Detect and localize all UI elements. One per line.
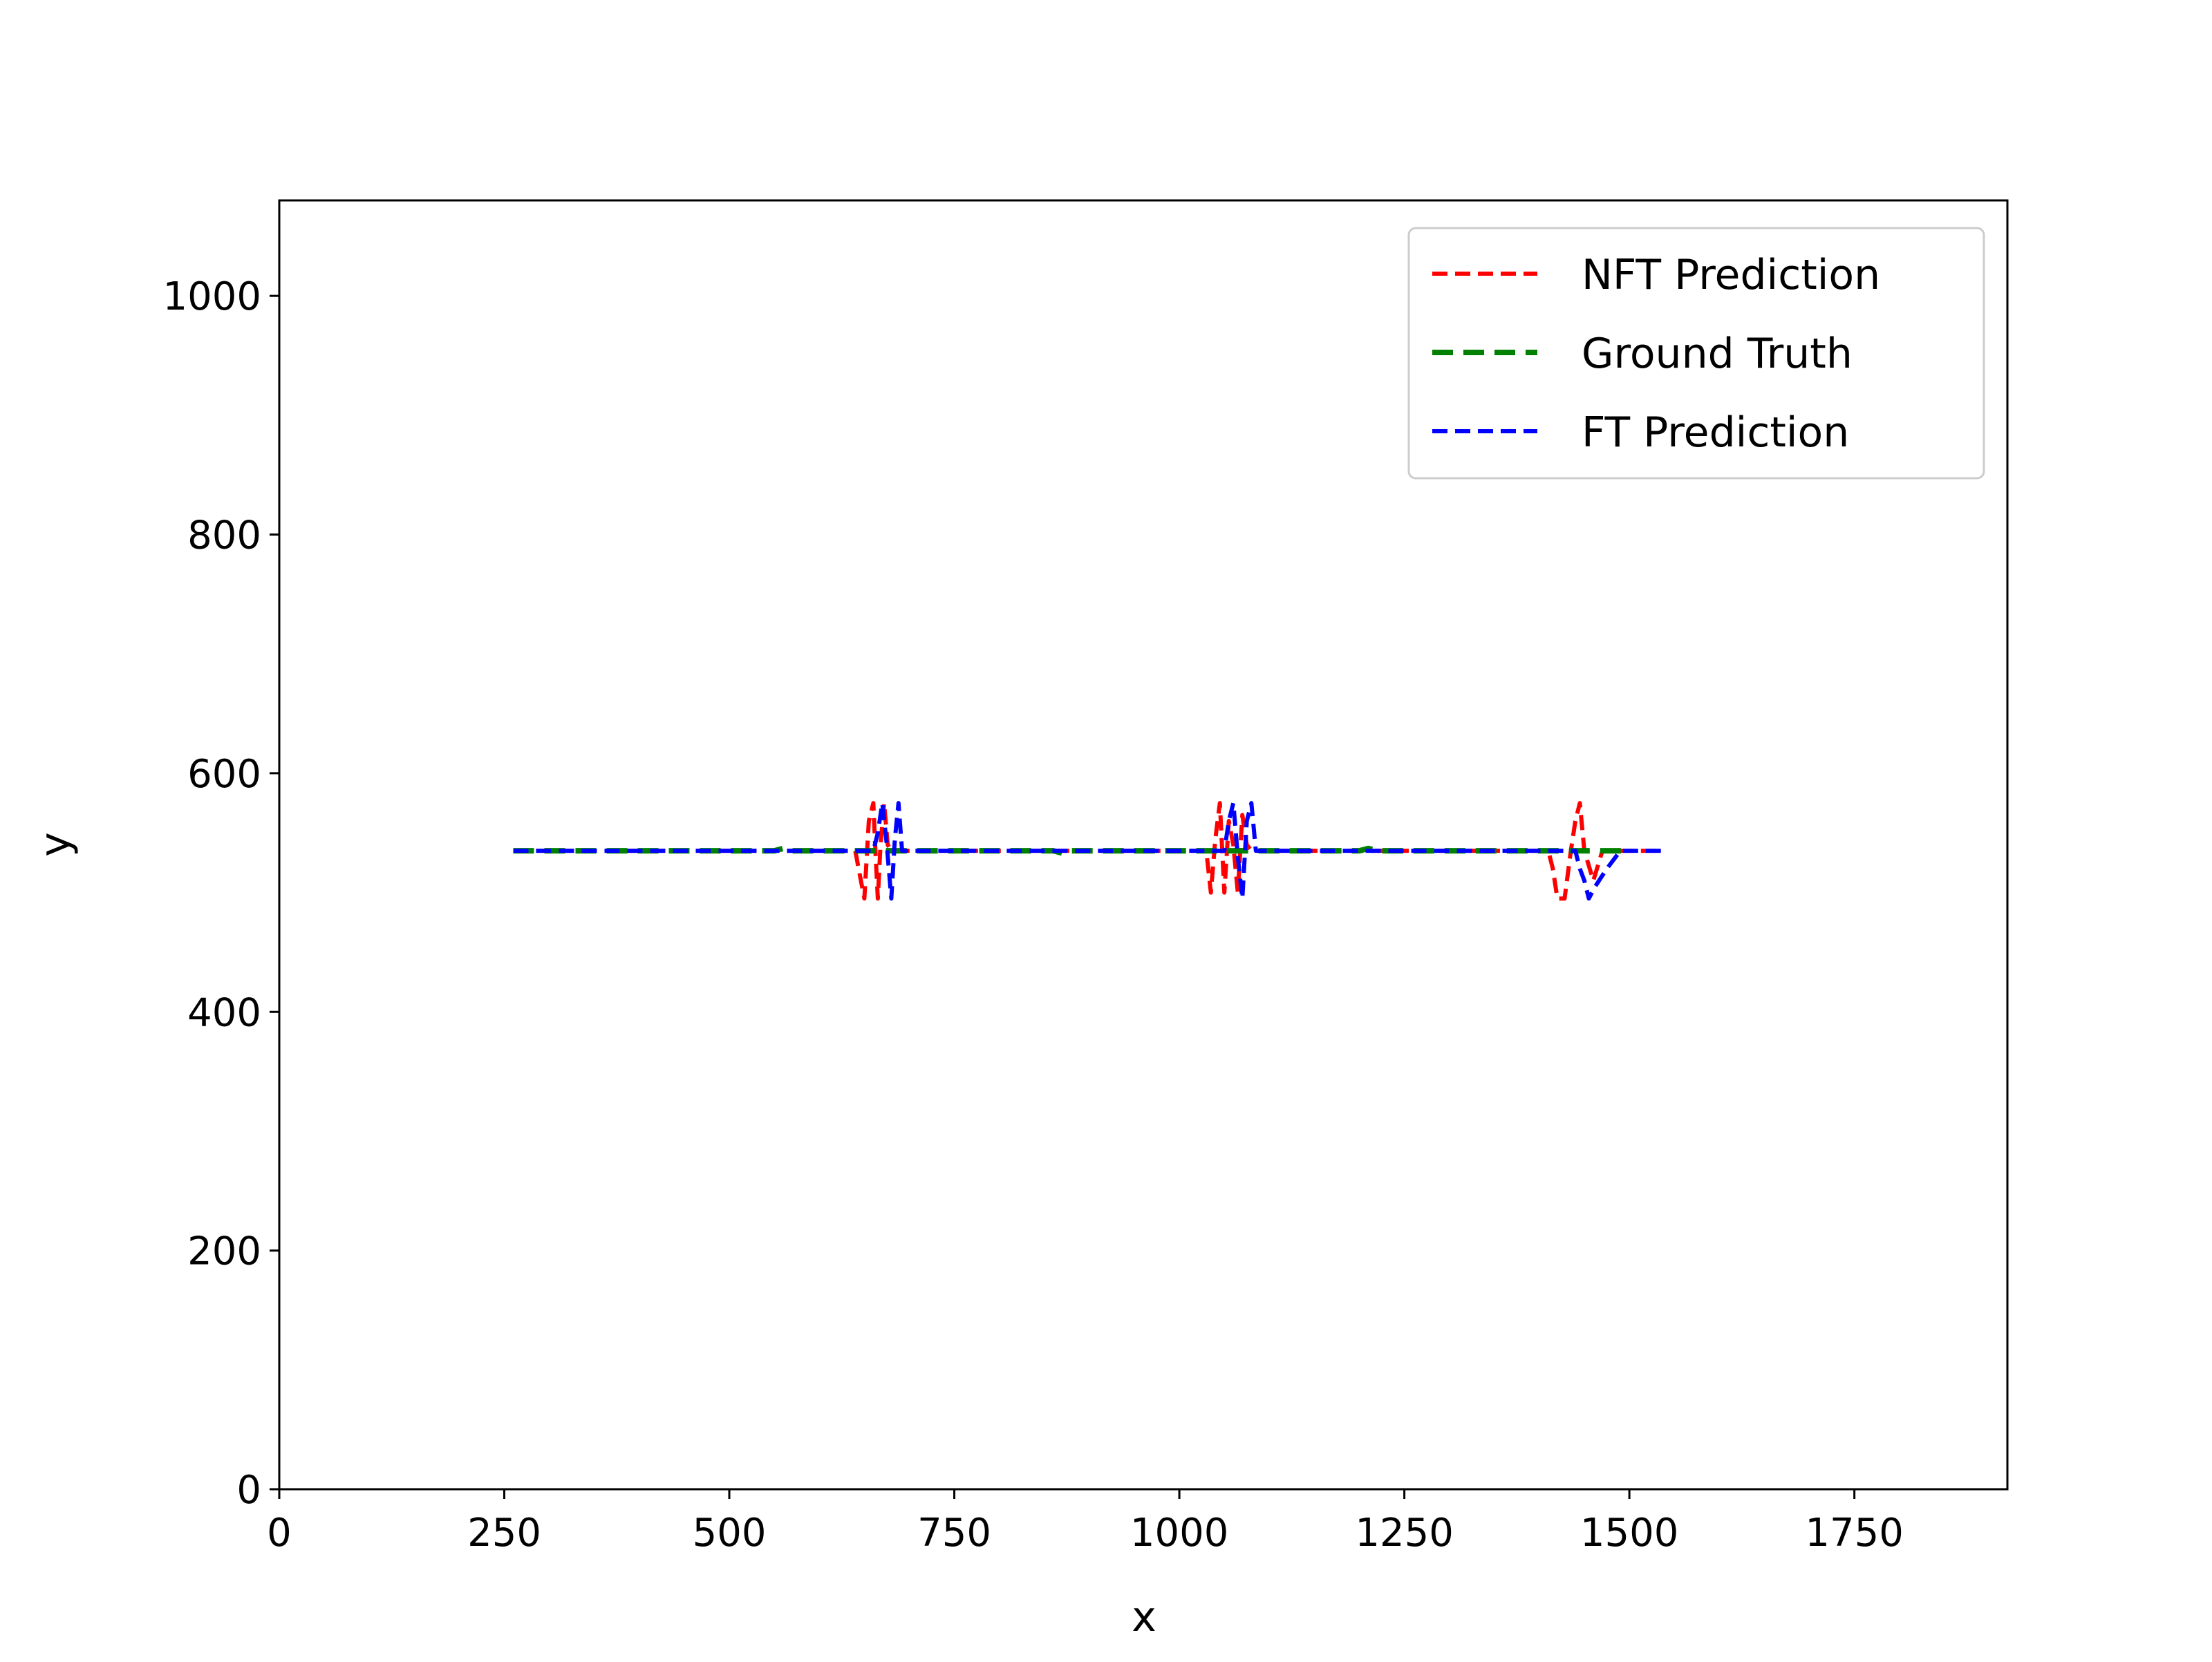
legend-label: NFT Prediction [1582,251,1880,299]
legend-label: Ground Truth [1582,330,1853,378]
x-tick-label: 1500 [1580,1511,1679,1556]
x-tick-label: 250 [467,1511,541,1556]
y-axis-label: y [31,832,79,857]
plot-frame [278,199,2009,1491]
y-tick-label: 1000 [162,274,261,319]
x-tick-label: 1250 [1355,1511,1454,1556]
axes: 0 250 500 750 1000 1250 1500 1750 0 200 400 600 800 1… [162,199,2009,1556]
series-line-ft-prediction [513,801,1661,901]
y-tick-label: 0 [236,1468,261,1513]
x-tick-label: 0 [267,1511,292,1556]
series-group [513,801,1661,901]
x-tick-label: 750 [917,1511,991,1556]
x-tick-label: 1000 [1130,1511,1229,1556]
y-tick-label: 400 [187,990,261,1035]
y-tick-label: 800 [187,513,261,558]
y-tick-label: 600 [187,752,261,797]
legend-box [1407,227,1985,480]
y-tick-label: 200 [187,1229,261,1274]
x-tick-label: 1750 [1805,1511,1904,1556]
legend-label: FT Prediction [1582,408,1849,457]
plot-area [513,801,1661,901]
x-tick-label: 500 [693,1511,767,1556]
legend: NFT Prediction Ground Truth FT Prediction [1407,227,1985,480]
series-line-nft-prediction [513,801,1661,901]
x-axis-label: x [1132,1593,1156,1641]
